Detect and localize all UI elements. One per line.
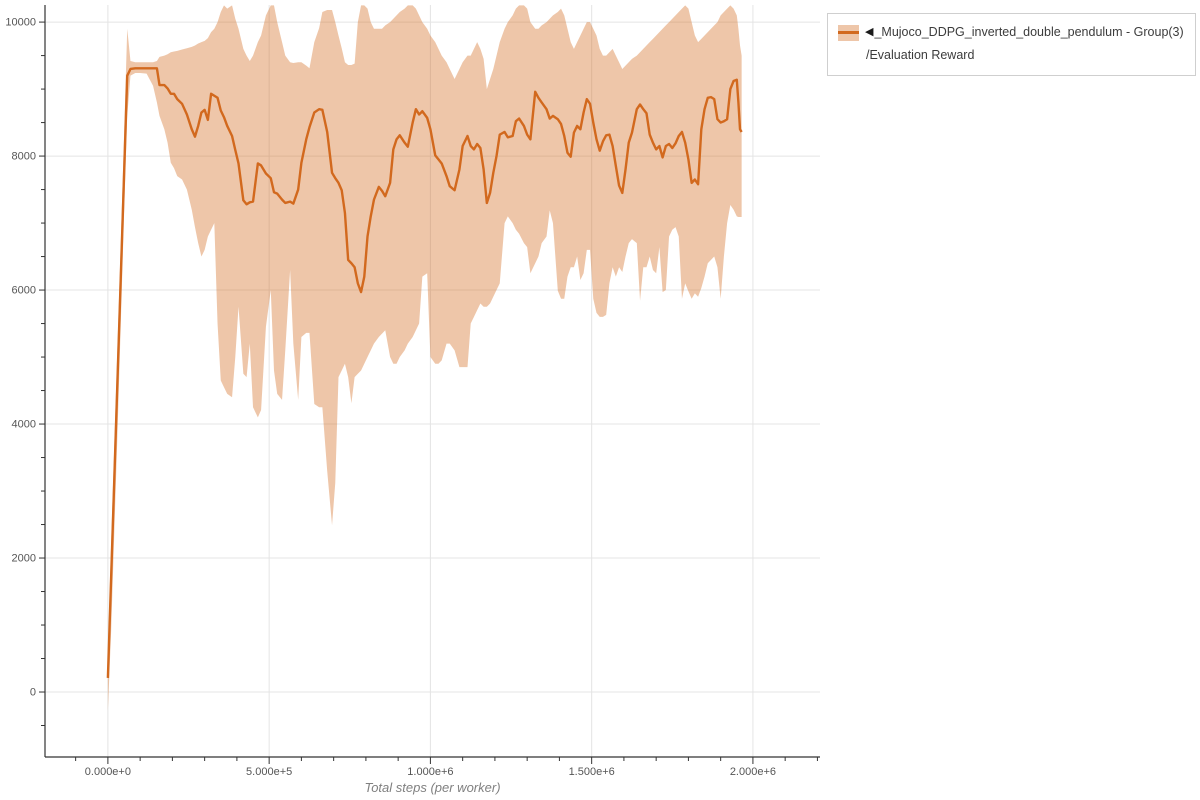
confidence-band — [107, 5, 742, 711]
legend-box: ◀ _Mujoco_DDPG_inverted_double_pendulum … — [827, 13, 1196, 76]
x-tick-label: 2.000e+6 — [730, 766, 776, 778]
x-axis-title: Total steps (per worker) — [364, 780, 500, 795]
legend-swatch — [838, 24, 859, 41]
y-tick-label: 8000 — [12, 151, 36, 163]
y-tick-label: 2000 — [12, 553, 36, 565]
collapse-triangle-icon[interactable]: ◀ — [865, 26, 874, 38]
x-tick-label: 5.000e+5 — [246, 766, 292, 778]
legend-series-name: _Mujoco_DDPG_inverted_double_pendulum - … — [874, 25, 1184, 39]
x-tick-label: 0.000e+0 — [85, 766, 131, 778]
legend-entry[interactable]: ◀ _Mujoco_DDPG_inverted_double_pendulum … — [838, 21, 1187, 44]
legend-metric-name: /Evaluation Reward — [866, 48, 975, 62]
y-tick-label: 10000 — [5, 17, 36, 29]
y-tick-label: 4000 — [12, 419, 36, 431]
mean-line — [106, 67, 743, 678]
y-tick-label: 6000 — [12, 285, 36, 297]
line-swatch — [838, 30, 859, 34]
y-tick-label: 0 — [30, 687, 36, 699]
x-tick-label: 1.500e+6 — [569, 766, 615, 778]
x-tick-label: 1.000e+6 — [407, 766, 453, 778]
